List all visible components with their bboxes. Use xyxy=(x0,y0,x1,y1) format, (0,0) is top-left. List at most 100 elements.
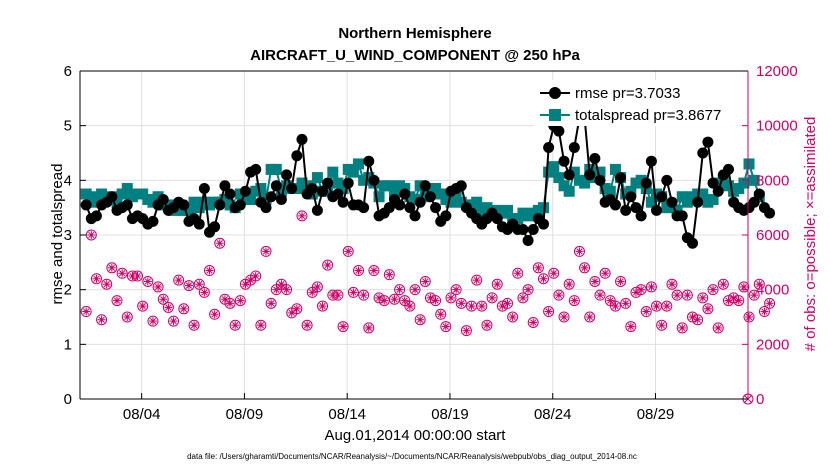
obs-possible-point xyxy=(188,319,200,331)
rmse-point xyxy=(640,177,652,189)
obs-possible-point xyxy=(640,306,652,318)
obs-possible-point xyxy=(491,278,503,290)
obs-possible-point xyxy=(342,245,354,257)
obs-assimilated-point xyxy=(190,321,199,330)
totalspread-point xyxy=(111,196,123,208)
rmse-point xyxy=(275,193,287,205)
obs-possible-point xyxy=(743,311,755,323)
obs-possible-point xyxy=(394,284,406,296)
y-tick-label-left: 5 xyxy=(64,118,72,135)
legend-box xyxy=(534,80,739,126)
obs-assimilated-point xyxy=(436,310,445,319)
rmse-point xyxy=(337,196,349,208)
obs-assimilated-point xyxy=(508,313,517,321)
obs-assimilated-point xyxy=(256,321,265,330)
obs-assimilated-point xyxy=(282,285,291,294)
totalspread-point xyxy=(635,174,647,186)
rmse-point xyxy=(368,174,380,186)
rmse-point xyxy=(214,199,226,211)
obs-assimilated-point xyxy=(236,296,245,305)
rmse-point xyxy=(265,191,277,203)
obs-possible-point xyxy=(90,273,102,285)
rmse-point xyxy=(322,177,334,189)
obs-possible-point xyxy=(168,315,180,327)
y-axis-label-right: # of obs: o=possible; ×=assimilated xyxy=(802,117,819,352)
obs-possible-point xyxy=(532,262,544,274)
rmse-point xyxy=(543,142,555,154)
obs-possible-point xyxy=(455,297,467,309)
obs-possible-point xyxy=(584,311,596,323)
totalspread-point xyxy=(245,193,257,205)
rmse-point xyxy=(430,202,442,214)
obs-assimilated-point xyxy=(400,296,409,305)
obs-possible-point xyxy=(563,278,575,290)
totalspread-point xyxy=(311,172,323,184)
obs-possible-point xyxy=(681,289,693,301)
obs-possible-point xyxy=(707,284,719,296)
rmse-point xyxy=(522,234,534,246)
obs-assimilated-point xyxy=(703,304,712,313)
obs-assimilated-point xyxy=(318,302,327,311)
rmse-point xyxy=(409,210,421,222)
totalspread-point xyxy=(152,191,164,203)
obs-assimilated-point xyxy=(467,302,476,311)
rmse-point xyxy=(589,152,601,164)
obs-assimilated-point xyxy=(580,263,589,272)
obs-possible-point xyxy=(522,284,534,296)
obs-possible-point xyxy=(625,321,637,333)
obs-assimilated-point xyxy=(226,299,235,308)
obs-assimilated-point xyxy=(560,313,569,321)
rmse-point xyxy=(491,213,503,225)
obs-assimilated-point xyxy=(621,299,630,308)
rmse-point xyxy=(584,169,596,181)
obs-possible-point xyxy=(85,229,97,241)
totalspread-point xyxy=(568,166,580,178)
rmse-point xyxy=(764,207,776,219)
rmse-point xyxy=(363,155,375,167)
legend: rmse pr=3.7033 totalspread pr=3.8677 xyxy=(534,80,739,126)
obs-possible-point xyxy=(229,319,241,331)
obs-assimilated-point xyxy=(513,269,522,278)
obs-possible-point xyxy=(209,308,221,320)
obs-possible-point xyxy=(142,275,154,287)
obs-assimilated-point xyxy=(472,276,481,285)
obs-possible-point xyxy=(753,278,765,290)
obs-assimilated-point xyxy=(344,247,353,256)
obs-possible-point xyxy=(383,269,395,281)
obs-assimilated-point xyxy=(596,291,605,300)
obs-assimilated-point xyxy=(667,280,676,289)
obs-assimilated-point xyxy=(678,323,687,332)
obs-assimilated-point xyxy=(328,291,337,300)
obs-possible-point xyxy=(317,300,329,312)
obs-assimilated-point xyxy=(441,322,450,331)
rmse-point xyxy=(399,188,411,200)
totalspread-point xyxy=(645,196,657,208)
obs-possible-point xyxy=(234,295,246,307)
obs-assimilated-point xyxy=(601,269,610,278)
obs-assimilated-point xyxy=(205,266,214,275)
obs-assimilated-point xyxy=(292,304,301,313)
obs-possible-point xyxy=(615,275,627,287)
obs-assimilated-point xyxy=(647,282,656,291)
rmse-point xyxy=(645,155,657,167)
obs-assimilated-point xyxy=(210,310,219,319)
totalspread-point xyxy=(121,183,133,195)
rmse-point xyxy=(147,215,159,227)
obs-assimilated-point xyxy=(570,296,579,305)
obs-possible-point xyxy=(281,284,293,296)
obs-possible-point xyxy=(589,275,601,287)
obs-assimilated-point xyxy=(349,288,358,297)
obs-possible-point xyxy=(214,237,226,249)
obs-possible-point xyxy=(558,311,570,323)
rmse-point xyxy=(687,237,699,249)
obs-possible-point xyxy=(224,297,236,309)
footnote: data file: /Users/gharamti/Documents/NCA… xyxy=(187,452,637,461)
obs-possible-point xyxy=(137,300,149,312)
obs-possible-point xyxy=(507,311,519,323)
obs-possible-point xyxy=(435,308,447,320)
totalspread-point xyxy=(347,166,359,178)
obs-possible-point xyxy=(573,245,585,257)
rmse-point xyxy=(219,180,231,192)
rmse-point xyxy=(558,155,570,167)
